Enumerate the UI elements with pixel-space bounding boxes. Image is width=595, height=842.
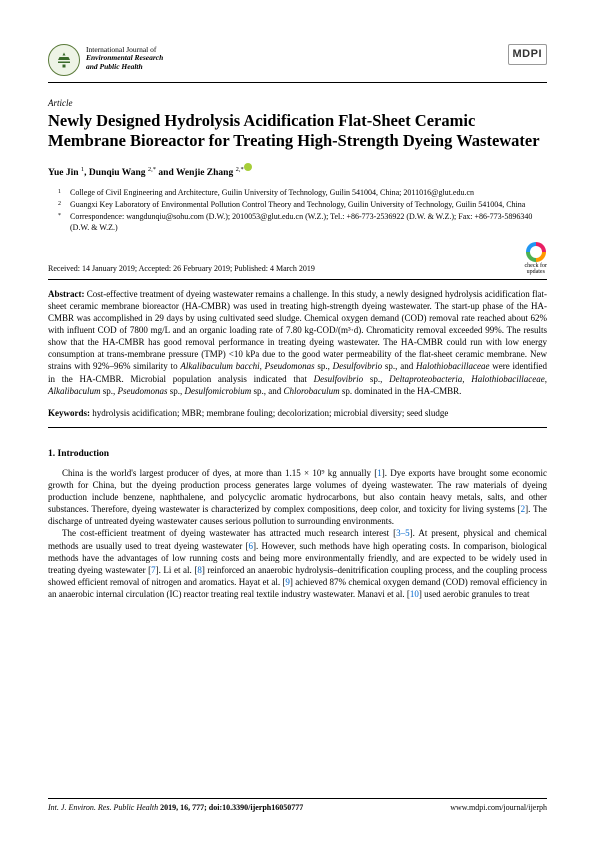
abstract-i8: Chlorobaculum xyxy=(283,386,339,396)
journal-logo-icon xyxy=(48,44,80,76)
abstract-i7: Desulfomicrobium xyxy=(185,386,252,396)
authors: Yue Jin 1, Dunqiu Wang 2,* and Wenjie Zh… xyxy=(48,163,547,180)
article-dates: Received: 14 January 2019; Accepted: 26 … xyxy=(48,264,315,275)
affiliation-2: 2 Guangxi Key Laboratory of Environmenta… xyxy=(58,200,547,211)
abstract-bottom-rule xyxy=(48,427,547,428)
abstract-i3: Halothiobacillaceae xyxy=(416,361,489,371)
intro-body: China is the world's largest producer of… xyxy=(48,467,547,601)
abstract-i1: Alkalibaculum bacchi, Pseudomonas xyxy=(180,361,314,371)
header-rule xyxy=(48,82,547,83)
orcid-icon xyxy=(244,163,252,171)
check-updates[interactable]: check for updates xyxy=(525,242,548,275)
intro-p2: The cost-efficient treatment of dyeing w… xyxy=(48,527,547,600)
affiliations: 1 College of Civil Engineering and Archi… xyxy=(48,188,547,233)
abstract-t1: Cost-effective treatment of dyeing waste… xyxy=(48,289,547,372)
ref-3-5[interactable]: 3–5 xyxy=(396,528,410,538)
corr-sym: * xyxy=(58,212,64,234)
keywords: Keywords: hydrolysis acidification; MBR;… xyxy=(48,407,547,419)
abstract-t6: sp., xyxy=(101,386,118,396)
abstract-t5: sp., xyxy=(363,374,389,384)
abstract-i4: Desulfovibrio xyxy=(314,374,364,384)
keywords-text: hydrolysis acidification; MBR; membrane … xyxy=(90,408,448,418)
abstract-i6: Pseudomonas xyxy=(118,386,168,396)
aff-2-num: 2 xyxy=(58,200,64,211)
dates-row: Received: 14 January 2019; Accepted: 26 … xyxy=(48,242,547,275)
author-3: Wenjie Zhang xyxy=(176,169,233,179)
aff-1-text: College of Civil Engineering and Archite… xyxy=(70,188,474,199)
ref-10[interactable]: 10 xyxy=(410,589,419,599)
corr-text: Correspondence: wangdunqiu@sohu.com (D.W… xyxy=(70,212,547,234)
author-2-sup: 2,* xyxy=(148,166,156,173)
abstract-label: Abstract: xyxy=(48,289,85,299)
abstract-t7: sp., xyxy=(168,386,185,396)
abstract-i2: Desulfovibrio xyxy=(333,361,383,371)
check-updates-l2: updates xyxy=(525,269,548,275)
abstract-t3: sp., and xyxy=(382,361,416,371)
publisher-logo: MDPI xyxy=(508,44,548,65)
author-2: Dunqiu Wang xyxy=(89,169,146,179)
section-1-head: 1. Introduction xyxy=(48,448,547,461)
author-1: Yue Jin xyxy=(48,169,79,179)
aff-1-num: 1 xyxy=(58,188,64,199)
intro-p1: China is the world's largest producer of… xyxy=(48,467,547,528)
article-title: Newly Designed Hydrolysis Acidification … xyxy=(48,111,547,151)
abstract-t9: sp. dominated in the HA-CMBR. xyxy=(340,386,462,396)
check-updates-icon xyxy=(526,242,546,262)
author-3-sup: 2,* xyxy=(236,166,244,173)
footer: Int. J. Environ. Res. Public Health 2019… xyxy=(48,798,547,814)
author-1-sup: 1 xyxy=(81,166,84,173)
journal-name: International Journal of Environmental R… xyxy=(86,44,163,71)
article-type: Article xyxy=(48,97,547,109)
header: International Journal of Environmental R… xyxy=(48,44,547,76)
affiliation-1: 1 College of Civil Engineering and Archi… xyxy=(58,188,547,199)
abstract-top-rule xyxy=(48,279,547,280)
abstract: Abstract: Cost-effective treatment of dy… xyxy=(48,288,547,397)
check-updates-l1: check for xyxy=(525,263,548,269)
keywords-label: Keywords: xyxy=(48,408,90,418)
abstract-t8: sp., and xyxy=(251,386,283,396)
journal-line3: and Public Health xyxy=(86,63,163,71)
journal-brand: International Journal of Environmental R… xyxy=(48,44,163,76)
footer-url[interactable]: www.mdpi.com/journal/ijerph xyxy=(450,803,547,814)
aff-2-text: Guangxi Key Laboratory of Environmental … xyxy=(70,200,525,211)
correspondence: * Correspondence: wangdunqiu@sohu.com (D… xyxy=(58,212,547,234)
abstract-t2: sp., xyxy=(315,361,333,371)
footer-citation: Int. J. Environ. Res. Public Health 2019… xyxy=(48,803,303,814)
